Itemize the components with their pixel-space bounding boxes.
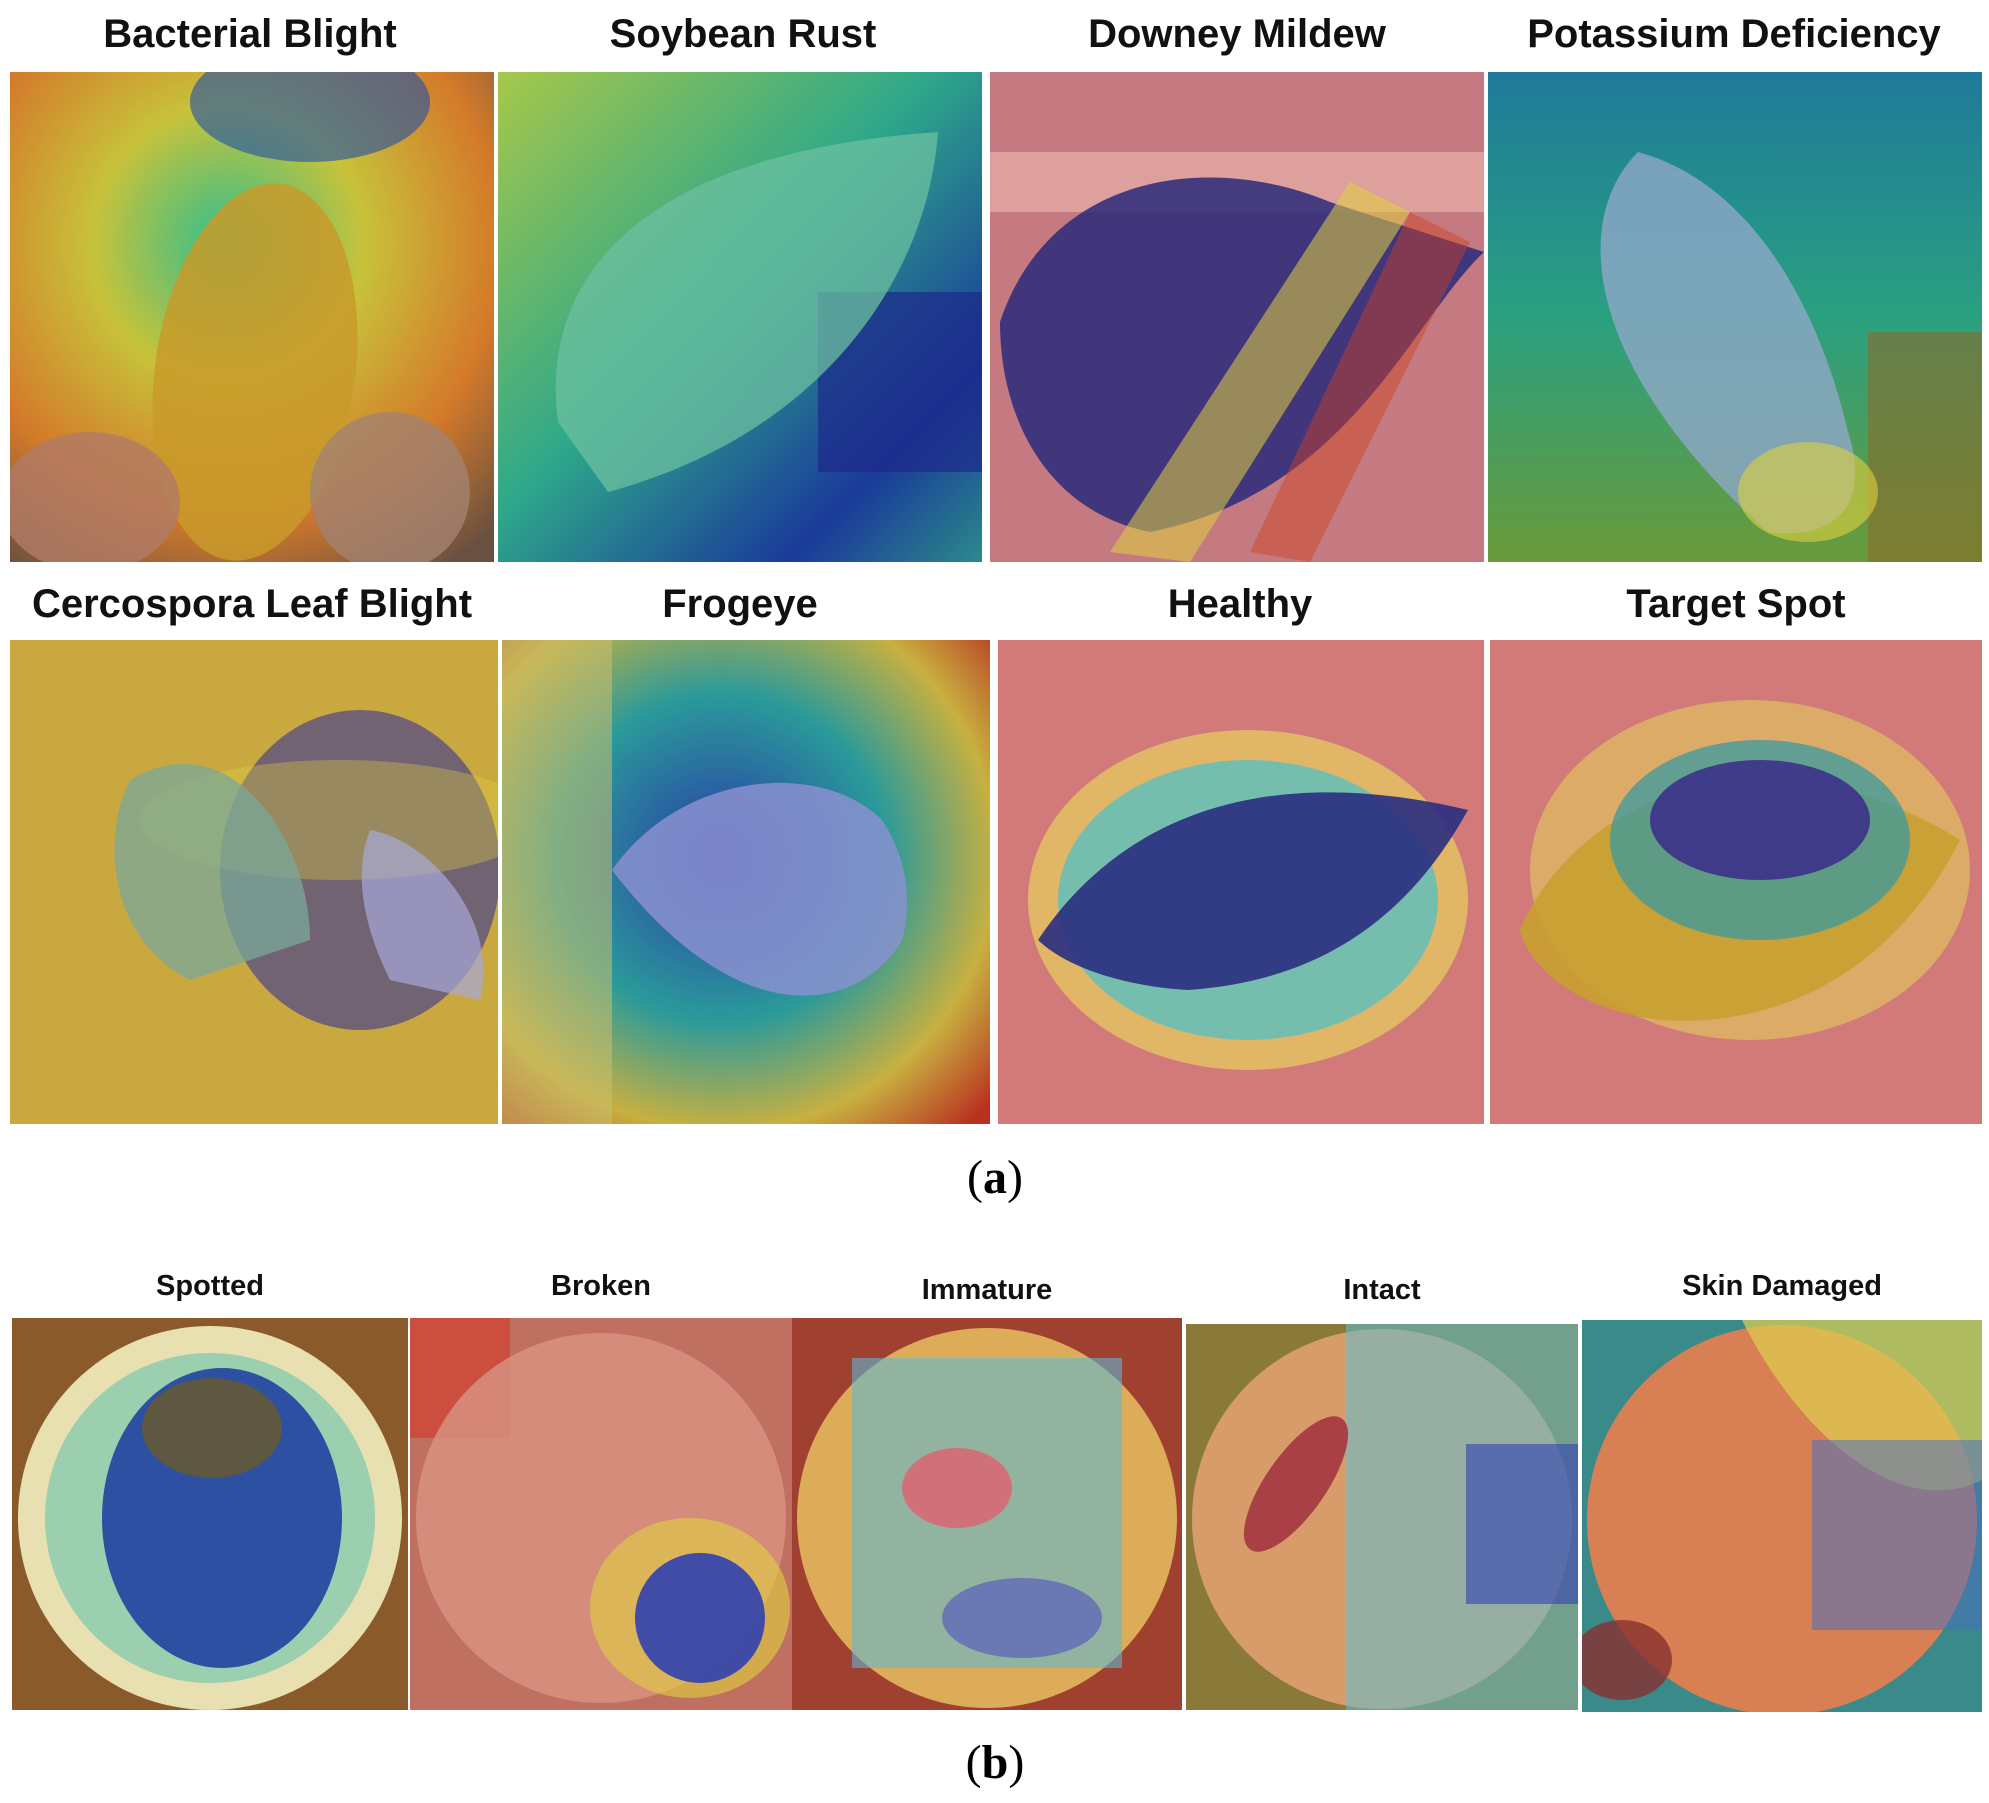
label-frogeye: Frogeye <box>662 582 818 626</box>
label-potassium-deficiency: Potassium Deficiency <box>1527 12 1941 56</box>
seed-hilum <box>1243 1416 1349 1552</box>
label-intact: Intact <box>1343 1274 1421 1306</box>
heatmap-image <box>498 72 982 562</box>
heatmap-bacterial-blight <box>10 72 494 562</box>
heatmap-image <box>990 72 1484 562</box>
label-downey-mildew: Downey Mildew <box>1088 12 1386 56</box>
heatmap-image <box>792 1318 1182 1710</box>
heatmap-image <box>10 72 494 562</box>
leaf-shape <box>1600 152 1856 534</box>
label-soybean-rust: Soybean Rust <box>609 12 877 56</box>
heatmap-target-spot <box>1490 640 1982 1124</box>
heatmap-frogeye <box>502 640 990 1124</box>
label-broken: Broken <box>551 1270 651 1302</box>
heatmap-immature <box>792 1318 1182 1710</box>
leaf-shape <box>152 183 358 561</box>
label-immature: Immature <box>921 1274 1053 1306</box>
leaf-shape <box>612 782 907 996</box>
heatmap-intact <box>1186 1324 1578 1710</box>
heatmap-image <box>12 1318 408 1710</box>
caption-b: (b) <box>965 1736 1025 1789</box>
seed-center <box>902 1448 1012 1528</box>
heatmap-image <box>10 640 498 1124</box>
label-skin-damaged: Skin Damaged <box>1682 1270 1882 1302</box>
label-healthy: Healthy <box>1167 582 1313 626</box>
seed-damage <box>1582 1620 1672 1700</box>
heatmap-image <box>1582 1320 1982 1712</box>
label-cercospora-leaf-blight: Cercospora Leaf Blight <box>31 582 473 626</box>
heatmap-image <box>1488 72 1982 562</box>
seed-break <box>635 1553 765 1683</box>
caption-a: (a) <box>967 1151 1023 1204</box>
heatmap-image <box>1186 1324 1578 1710</box>
heatmap-spotted <box>12 1318 408 1710</box>
heatmap-image <box>1490 640 1982 1124</box>
heatmap-potassium-deficiency <box>1488 72 1982 562</box>
heatmap-image <box>410 1318 792 1710</box>
heatmap-skin-damaged <box>1582 1320 1982 1712</box>
label-bacterial-blight: Bacterial Blight <box>103 12 397 56</box>
label-target-spot: Target Spot <box>1626 582 1846 626</box>
heatmap-downey-mildew <box>990 72 1484 562</box>
label-spotted: Spotted <box>156 1270 264 1302</box>
leaf-shape <box>555 132 938 492</box>
heatmap-image <box>502 640 990 1124</box>
heatmap-soybean-rust <box>498 72 982 562</box>
leaf-shape <box>114 763 310 980</box>
leaf-shape <box>1038 792 1468 990</box>
heatmap-cercospora-leaf-blight <box>10 640 498 1124</box>
heatmap-image <box>998 640 1484 1124</box>
heatmap-healthy <box>998 640 1484 1124</box>
heatmap-broken <box>410 1318 792 1710</box>
